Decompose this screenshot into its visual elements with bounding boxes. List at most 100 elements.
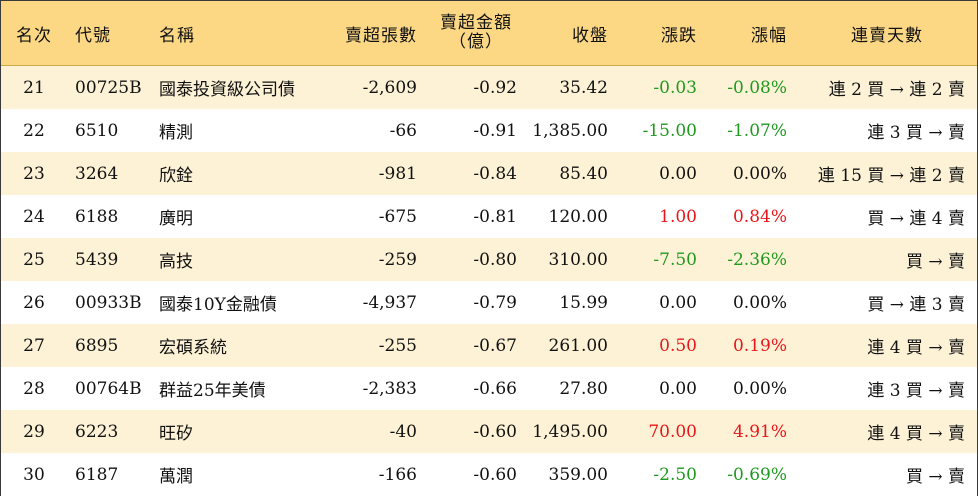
cell-change: 70.00: [648, 421, 697, 442]
cell-code: 6510: [75, 120, 119, 141]
header-net-amount-unit: （億）: [449, 32, 503, 52]
cell-streak: 買 → 連 3 賣: [867, 295, 965, 315]
cell-rank: 28: [23, 378, 45, 399]
table-row: 25 5439 高技 -259 -0.80 310.00 -7.50 -2.36% 買 → 賣: [1, 238, 977, 281]
header-pct: 漲幅: [751, 25, 787, 46]
cell-net-amount: -0.60: [473, 421, 517, 442]
table-row: 24 6188 廣明 -675 -0.81 120.00 1.00 0.84% 買 → 連 4 …: [1, 195, 977, 238]
cell-net-shares: -166: [378, 464, 417, 485]
cell-code: 6188: [75, 206, 119, 227]
header-net-amount: 賣超金額 （億）: [426, 1, 526, 65]
cell-change: 0.00: [659, 292, 697, 313]
cell-rank: 24: [23, 206, 45, 227]
cell-change: 0.00: [659, 163, 697, 184]
cell-close: 15.99: [559, 292, 608, 313]
cell-close: 27.80: [559, 378, 608, 399]
cell-streak: 買 → 賣: [905, 467, 965, 487]
table-row: 30 6187 萬潤 -166 -0.60 359.00 -2.50 -0.69% 買 → 賣: [1, 453, 977, 496]
cell-code: 6187: [75, 464, 119, 485]
cell-change: 1.00: [659, 206, 697, 227]
header-rank: 名次: [16, 25, 52, 46]
table-row: 29 6223 旺矽 -40 -0.60 1,495.00 70.00 4.91% 連 4 買 …: [1, 410, 977, 453]
cell-streak: 連 3 買 → 賣: [867, 381, 965, 401]
cell-net-amount: -0.60: [473, 464, 517, 485]
cell-name: 精測: [159, 123, 193, 143]
cell-name: 廣明: [159, 209, 193, 229]
cell-streak: 連 15 買 → 連 2 賣: [817, 166, 965, 186]
table-header: 名次 代號 名稱 賣超張數 賣超金額 （億） 收盤 漲跌 漲幅 連賣天數: [1, 1, 977, 66]
cell-pct: -1.07%: [727, 120, 787, 141]
cell-streak: 買 → 賣: [905, 252, 965, 272]
cell-name: 群益25年美債: [159, 381, 266, 401]
cell-code: 00725B: [75, 77, 142, 98]
cell-code: 00933B: [75, 292, 142, 313]
cell-net-amount: -0.92: [473, 77, 517, 98]
cell-change: -15.00: [642, 120, 697, 141]
cell-code: 00764B: [75, 378, 142, 399]
table-row: 23 3264 欣銓 -981 -0.84 85.40 0.00 0.00% 連 15 買 → …: [1, 152, 977, 195]
cell-pct: 0.00%: [732, 163, 787, 184]
cell-net-shares: -259: [378, 249, 417, 270]
cell-net-amount: -0.84: [473, 163, 517, 184]
cell-net-shares: -255: [378, 335, 417, 356]
cell-net-amount: -0.81: [473, 206, 517, 227]
cell-net-shares: -4,937: [362, 292, 417, 313]
cell-rank: 29: [23, 421, 45, 442]
cell-rank: 26: [23, 292, 45, 313]
cell-name: 欣銓: [159, 166, 193, 186]
cell-close: 120.00: [548, 206, 608, 227]
cell-close: 310.00: [548, 249, 608, 270]
cell-close: 1,495.00: [532, 421, 608, 442]
header-name: 名稱: [159, 25, 195, 46]
cell-change: 0.00: [659, 378, 697, 399]
cell-net-shares: -981: [378, 163, 417, 184]
cell-net-amount: -0.66: [473, 378, 517, 399]
cell-rank: 27: [23, 335, 45, 356]
cell-pct: 0.00%: [732, 292, 787, 313]
cell-net-amount: -0.67: [473, 335, 517, 356]
cell-change: -2.50: [653, 464, 697, 485]
cell-net-shares: -40: [389, 421, 417, 442]
cell-change: -0.03: [653, 77, 697, 98]
cell-code: 6895: [75, 335, 119, 356]
cell-close: 359.00: [548, 464, 608, 485]
cell-rank: 25: [23, 249, 45, 270]
cell-pct: 0.00%: [732, 378, 787, 399]
cell-name: 萬潤: [159, 467, 193, 487]
cell-streak: 連 2 買 → 連 2 賣: [828, 80, 965, 100]
cell-net-amount: -0.79: [473, 292, 517, 313]
cell-rank: 21: [23, 77, 45, 98]
cell-code: 3264: [75, 163, 119, 184]
header-change: 漲跌: [661, 25, 697, 46]
header-code: 代號: [75, 25, 111, 46]
cell-pct: -0.08%: [727, 77, 787, 98]
cell-streak: 連 4 買 → 賣: [867, 424, 965, 444]
cell-change: -7.50: [653, 249, 697, 270]
cell-rank: 22: [23, 120, 45, 141]
cell-streak: 連 4 買 → 賣: [867, 338, 965, 358]
cell-net-amount: -0.91: [473, 120, 517, 141]
cell-rank: 30: [23, 464, 45, 485]
cell-net-amount: -0.80: [473, 249, 517, 270]
cell-code: 6223: [75, 421, 119, 442]
cell-close: 35.42: [559, 77, 608, 98]
cell-pct: -0.69%: [727, 464, 787, 485]
table-row: 28 00764B 群益25年美債 -2,383 -0.66 27.80 0.00 0.00%…: [1, 367, 977, 410]
cell-net-shares: -675: [378, 206, 417, 227]
cell-pct: 4.91%: [732, 421, 787, 442]
cell-pct: 0.84%: [732, 206, 787, 227]
cell-name: 國泰投資級公司債: [159, 80, 295, 100]
header-net-shares: 賣超張數: [345, 25, 417, 46]
cell-change: 0.50: [659, 335, 697, 356]
cell-code: 5439: [75, 249, 119, 270]
cell-pct: -2.36%: [727, 249, 787, 270]
cell-net-shares: -66: [389, 120, 417, 141]
cell-close: 261.00: [548, 335, 608, 356]
cell-close: 85.40: [559, 163, 608, 184]
cell-name: 旺矽: [159, 424, 193, 444]
table-row: 21 00725B 國泰投資級公司債 -2,609 -0.92 35.42 -0.03 -0.…: [1, 66, 977, 109]
table-row: 27 6895 宏碩系統 -255 -0.67 261.00 0.50 0.19% 連 4 買 …: [1, 324, 977, 367]
cell-name: 國泰10Y金融債: [159, 295, 277, 315]
header-net-amount-label: 賣超金額: [440, 13, 512, 33]
